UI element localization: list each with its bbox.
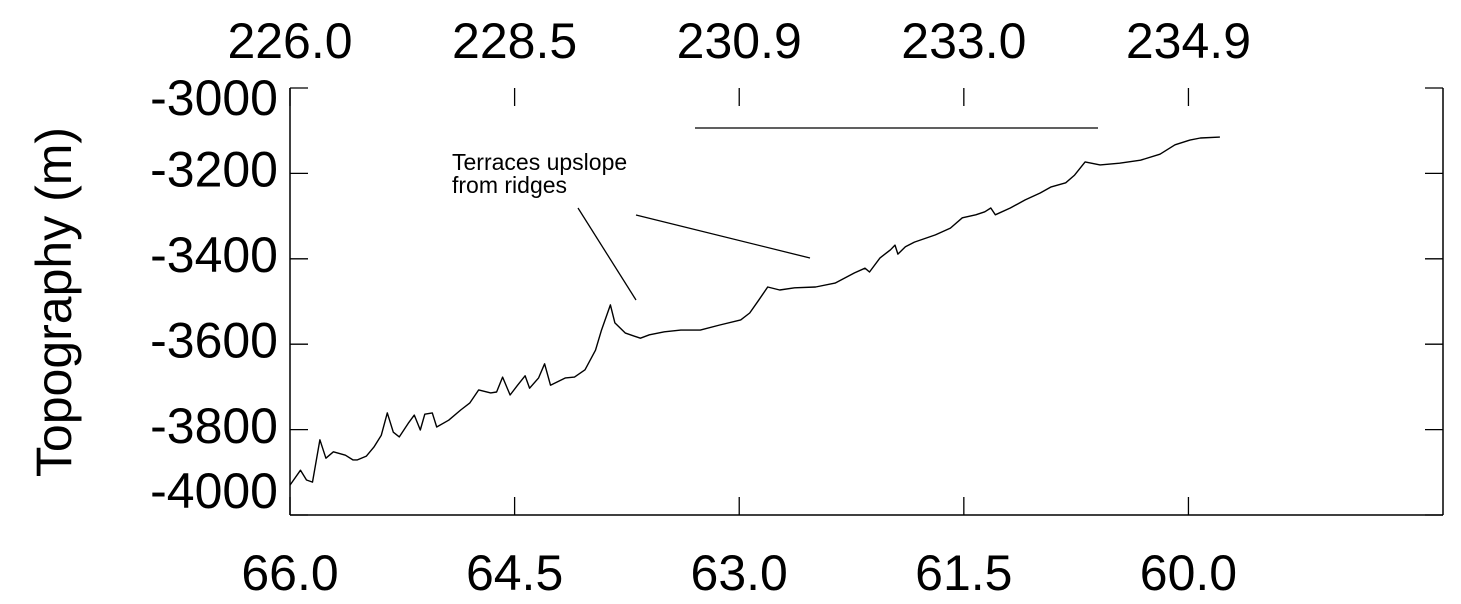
data-line — [289, 136, 1220, 486]
annotation: from ridges — [452, 172, 567, 198]
annotation-arrow — [635, 214, 811, 259]
annotation-arrow — [577, 207, 637, 301]
x-tick-label: 61.5 — [915, 545, 1012, 601]
x-tick-label: 63.0 — [691, 545, 788, 601]
y-tick-label: -3600 — [150, 312, 278, 368]
y-tick-label: -3000 — [150, 70, 278, 126]
x-tick-label: 64.5 — [466, 545, 563, 601]
x-tick-label: 66.0 — [241, 545, 338, 601]
y-tick-label: -3400 — [150, 227, 278, 283]
y-tick-label: -3800 — [150, 398, 278, 454]
x-tick-label: 60.0 — [1140, 545, 1237, 601]
y-tick-label: -3200 — [150, 142, 278, 198]
annotation: Terraces upslope — [452, 149, 627, 175]
y-tick-label: -4000 — [150, 463, 278, 519]
x2-tick-label: 226.0 — [227, 13, 352, 69]
x2-tick-label: 230.9 — [677, 13, 802, 69]
x2-tick-label: 234.9 — [1126, 13, 1251, 69]
y-axis-title: Topography (m) — [26, 127, 82, 477]
x2-tick-label: 233.0 — [901, 13, 1026, 69]
x2-tick-label: 228.5 — [452, 13, 577, 69]
